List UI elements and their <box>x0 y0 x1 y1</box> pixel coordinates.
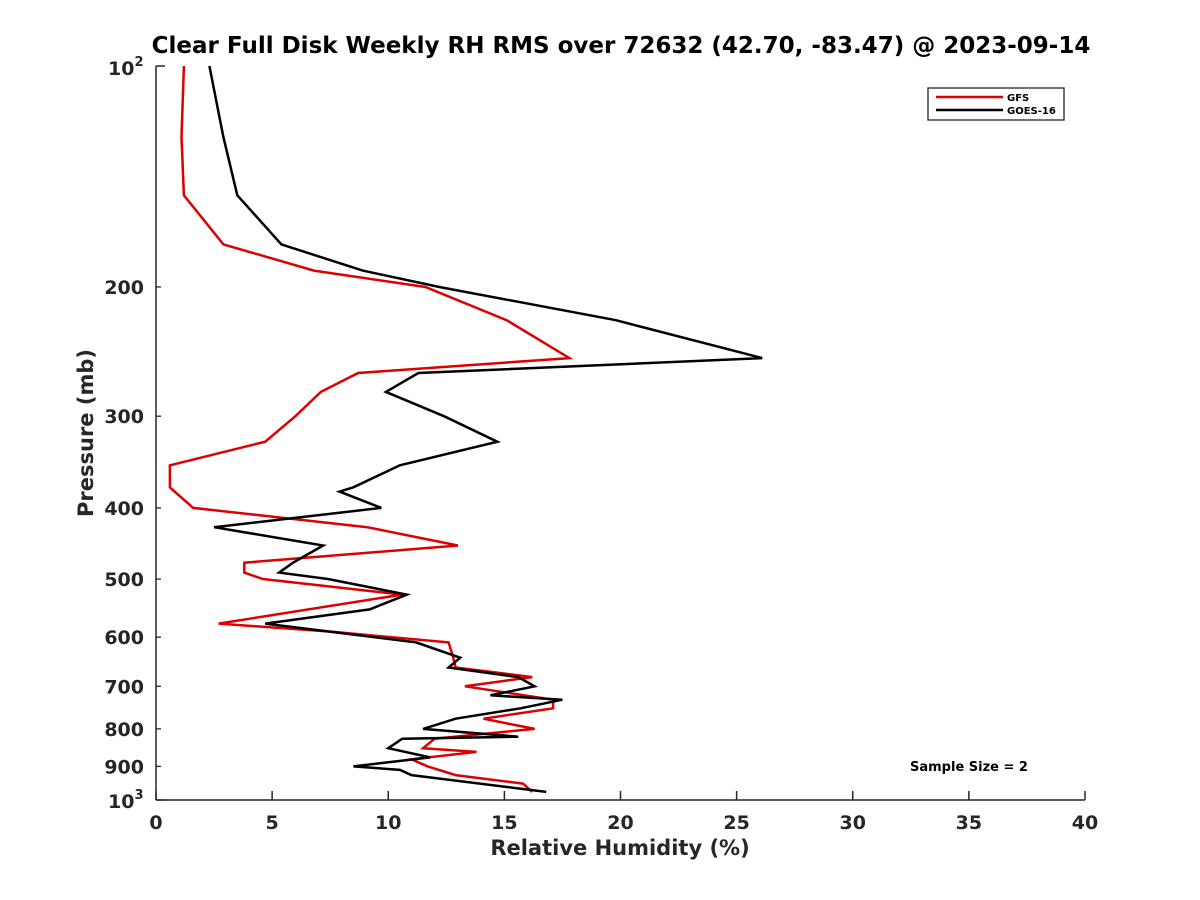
plot-lines <box>168 65 763 794</box>
x-tick-label: 20 <box>607 812 633 834</box>
y-axis-label: Pressure (mb) <box>74 349 98 517</box>
x-tick-label: 30 <box>840 812 866 834</box>
chart-title: Clear Full Disk Weekly RH RMS over 72632… <box>152 33 1091 59</box>
y-tick-label-bottom: 103 <box>108 788 144 813</box>
x-tick-label: 10 <box>375 812 401 834</box>
legend-label-gfs: GFS <box>1007 93 1029 104</box>
x-tick-label: 15 <box>491 812 517 834</box>
y-tick-label: 600 <box>104 627 144 649</box>
legend: GFS GOES-16 <box>927 87 1065 121</box>
sample-size-annotation: Sample Size = 2 <box>910 760 1028 775</box>
y-tick-label-top: 102 <box>108 55 144 80</box>
x-tick-label: 25 <box>723 812 749 834</box>
y-axis-ticks: 200 300 400 500 600 700 800 900 <box>104 65 165 801</box>
series-line-goes16 <box>208 65 763 794</box>
x-tick-label: 5 <box>266 812 279 834</box>
y-tick-label: 700 <box>104 676 144 698</box>
y-tick-label: 900 <box>104 756 144 778</box>
y-tick-label: 500 <box>104 569 144 591</box>
x-tick-label: 0 <box>149 812 162 834</box>
legend-box <box>927 87 1065 121</box>
x-axis-ticks: 0 5 10 15 20 25 30 35 40 <box>149 791 1098 834</box>
x-tick-label: 35 <box>956 812 982 834</box>
x-axis-label: Relative Humidity (%) <box>490 836 749 860</box>
y-tick-label: 400 <box>104 498 144 520</box>
x-tick-label: 40 <box>1072 812 1098 834</box>
series-line-gfs <box>168 65 574 793</box>
y-tick-label: 200 <box>104 277 144 299</box>
y-tick-label: 300 <box>104 406 144 428</box>
y-tick-label: 800 <box>104 719 144 741</box>
legend-label-goes16: GOES-16 <box>1007 106 1056 117</box>
